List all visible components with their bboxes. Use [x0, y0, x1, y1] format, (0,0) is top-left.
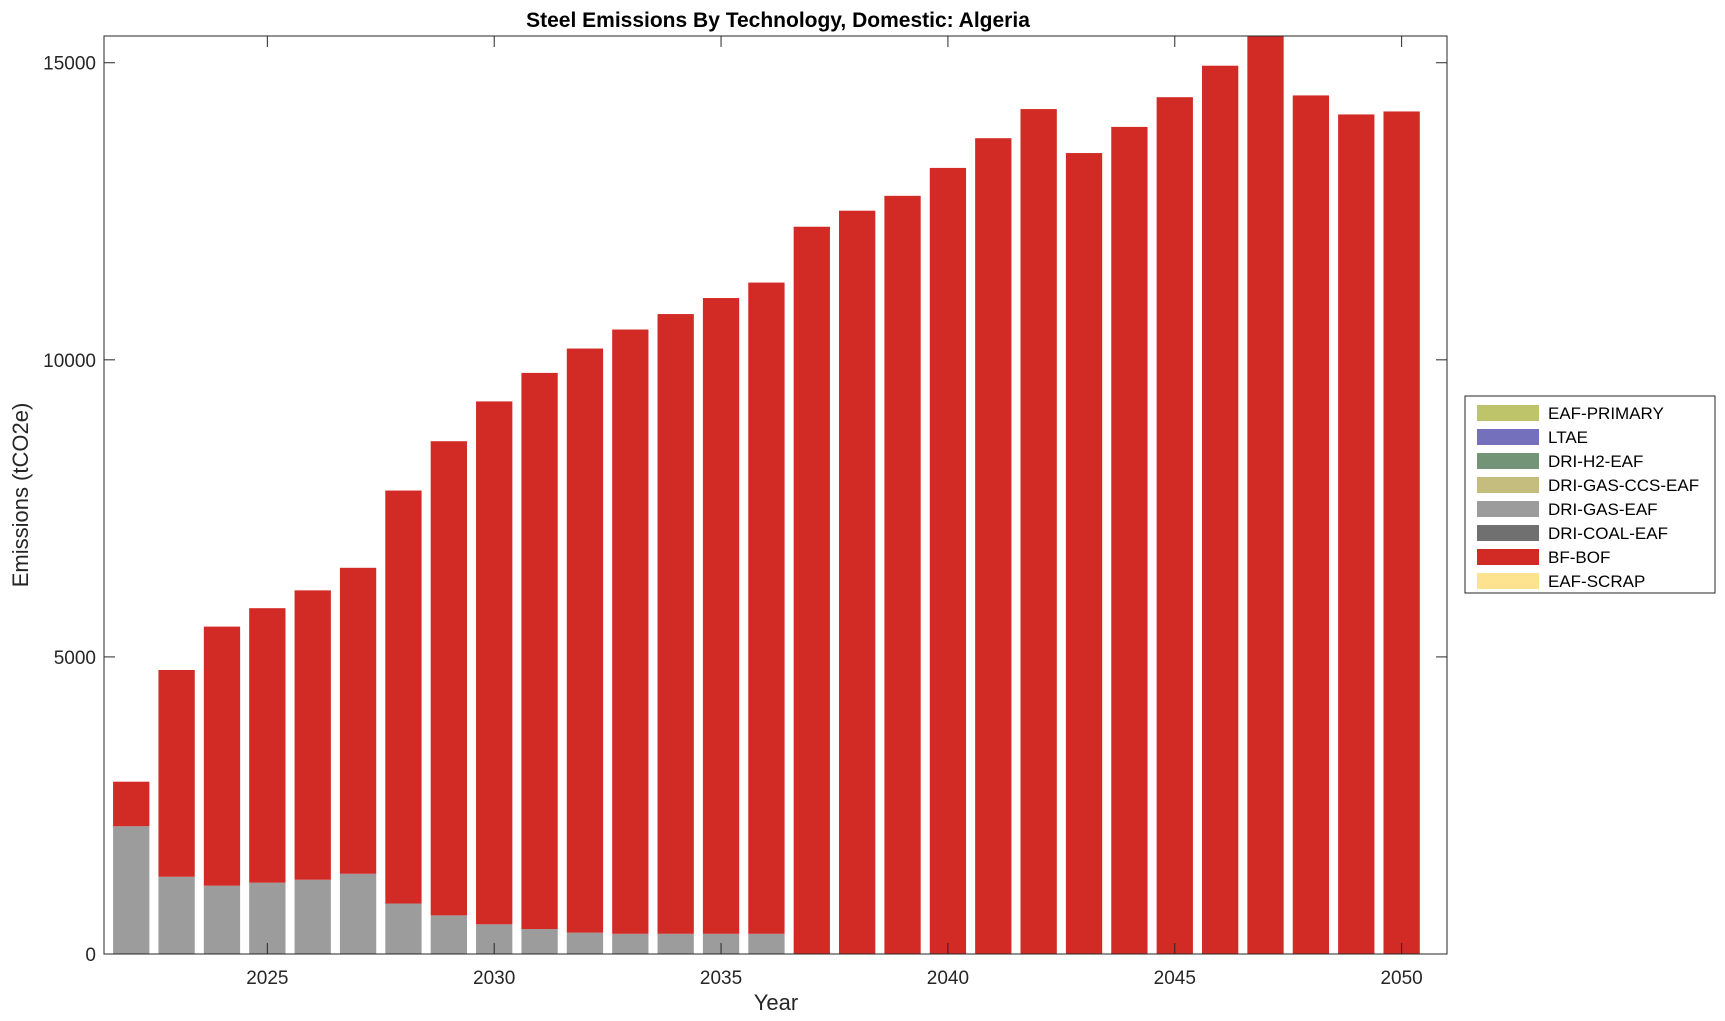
bar-bf-bof-2029 [430, 441, 467, 916]
bar-bf-bof-2043 [1065, 153, 1103, 955]
y-tick-label-0: 0 [85, 945, 96, 966]
bar-bf-bof-2027 [339, 567, 377, 874]
bar-dri-gas-eaf-2029 [430, 915, 467, 954]
legend-label-dri-h2-eaf: DRI-H2-EAF [1548, 452, 1643, 471]
bar-bf-bof-2040 [929, 167, 967, 954]
bar-dri-gas-eaf-2024 [203, 885, 241, 954]
legend-swatch-eaf-scrap [1477, 573, 1539, 589]
y-tick-label-15000: 15000 [43, 54, 96, 75]
bar-bf-bof-2041 [975, 138, 1012, 954]
bar-bf-bof-2026 [294, 590, 331, 880]
bar-dri-gas-eaf-2033 [612, 933, 649, 954]
bar-dri-gas-eaf-2025 [249, 882, 286, 954]
bar-bf-bof-2047 [1247, 36, 1284, 954]
bar-dri-gas-eaf-2034 [657, 933, 694, 954]
legend-label-dri-gas-ccs-eaf: DRI-GAS-CCS-EAF [1548, 476, 1699, 495]
bar-bf-bof-2045 [1156, 97, 1193, 954]
legend-label-dri-coal-eaf: DRI-COAL-EAF [1548, 524, 1668, 543]
bars-layer [113, 36, 1420, 955]
legend-swatch-bf-bof [1477, 549, 1539, 565]
legend-items: EAF-PRIMARY LTAE DRI-H2-EAF DRI-GAS-CCS-EAF… [1477, 404, 1699, 591]
x-tick-label-2050: 2050 [1380, 968, 1422, 989]
y-tick-label-5000: 5000 [54, 648, 96, 669]
bar-bf-bof-2024 [203, 626, 241, 886]
bar-dri-gas-eaf-2032 [566, 932, 604, 954]
x-tick-label-2040: 2040 [927, 968, 969, 989]
x-axis-label: Year [754, 990, 798, 1015]
legend-label-ltae: LTAE [1548, 428, 1588, 447]
x-tick-label-2030: 2030 [473, 968, 515, 989]
bar-bf-bof-2028 [385, 490, 422, 904]
legend: EAF-PRIMARY LTAE DRI-H2-EAF DRI-GAS-CCS-EAF… [1464, 395, 1716, 594]
bar-dri-gas-eaf-2027 [339, 873, 377, 954]
bar-bf-bof-2042 [1020, 109, 1057, 954]
bar-bf-bof-2025 [249, 608, 286, 883]
bar-bf-bof-2038 [839, 210, 876, 954]
bar-bf-bof-2039 [884, 195, 921, 954]
bar-bf-bof-2048 [1292, 95, 1330, 955]
legend-swatch-dri-gas-ccs-eaf [1477, 477, 1539, 493]
legend-label-dri-gas-eaf: DRI-GAS-EAF [1548, 500, 1658, 519]
bar-bf-bof-2032 [566, 348, 604, 933]
bar-bf-bof-2034 [657, 314, 694, 934]
bar-bf-bof-2037 [793, 226, 830, 955]
ticks-layer: 2025 2030 2035 2040 2045 2050 0 5000 10000 15000 [43, 36, 1447, 989]
bar-bf-bof-2023 [158, 669, 195, 877]
legend-label-eaf-primary: EAF-PRIMARY [1548, 404, 1664, 423]
legend-swatch-eaf-primary [1477, 405, 1539, 421]
y-axis-label: Emissions (tCO2e) [8, 403, 33, 588]
legend-swatch-dri-coal-eaf [1477, 525, 1539, 541]
bar-dri-gas-eaf-2023 [158, 876, 195, 954]
chart-title: Steel Emissions By Technology, Domestic:… [526, 9, 1030, 32]
bar-bf-bof-2050 [1383, 111, 1420, 954]
bar-dri-gas-eaf-2031 [521, 929, 558, 954]
legend-swatch-dri-gas-eaf [1477, 501, 1539, 517]
x-tick-label-2035: 2035 [700, 968, 742, 989]
legend-swatch-ltae [1477, 429, 1539, 445]
bar-dri-gas-eaf-2022 [113, 826, 150, 954]
bar-dri-gas-eaf-2036 [748, 933, 785, 954]
bar-bf-bof-2046 [1201, 65, 1239, 954]
bar-bf-bof-2035 [702, 298, 740, 934]
bar-dri-gas-eaf-2028 [385, 903, 422, 954]
x-tick-label-2025: 2025 [246, 968, 288, 989]
bar-bf-bof-2049 [1338, 114, 1375, 955]
bar-bf-bof-2022 [113, 781, 150, 827]
legend-label-eaf-scrap: EAF-SCRAP [1548, 572, 1645, 591]
bar-bf-bof-2044 [1111, 126, 1148, 954]
legend-label-bf-bof: BF-BOF [1548, 548, 1610, 567]
legend-swatch-dri-h2-eaf [1477, 453, 1539, 469]
plot-frame [103, 35, 1448, 955]
x-tick-label-2045: 2045 [1154, 968, 1196, 989]
bar-dri-gas-eaf-2026 [294, 879, 331, 954]
bar-bf-bof-2033 [612, 329, 649, 934]
bar-bf-bof-2036 [748, 282, 785, 934]
y-tick-label-10000: 10000 [43, 351, 96, 372]
bar-bf-bof-2030 [476, 401, 513, 925]
bar-bf-bof-2031 [521, 372, 558, 930]
